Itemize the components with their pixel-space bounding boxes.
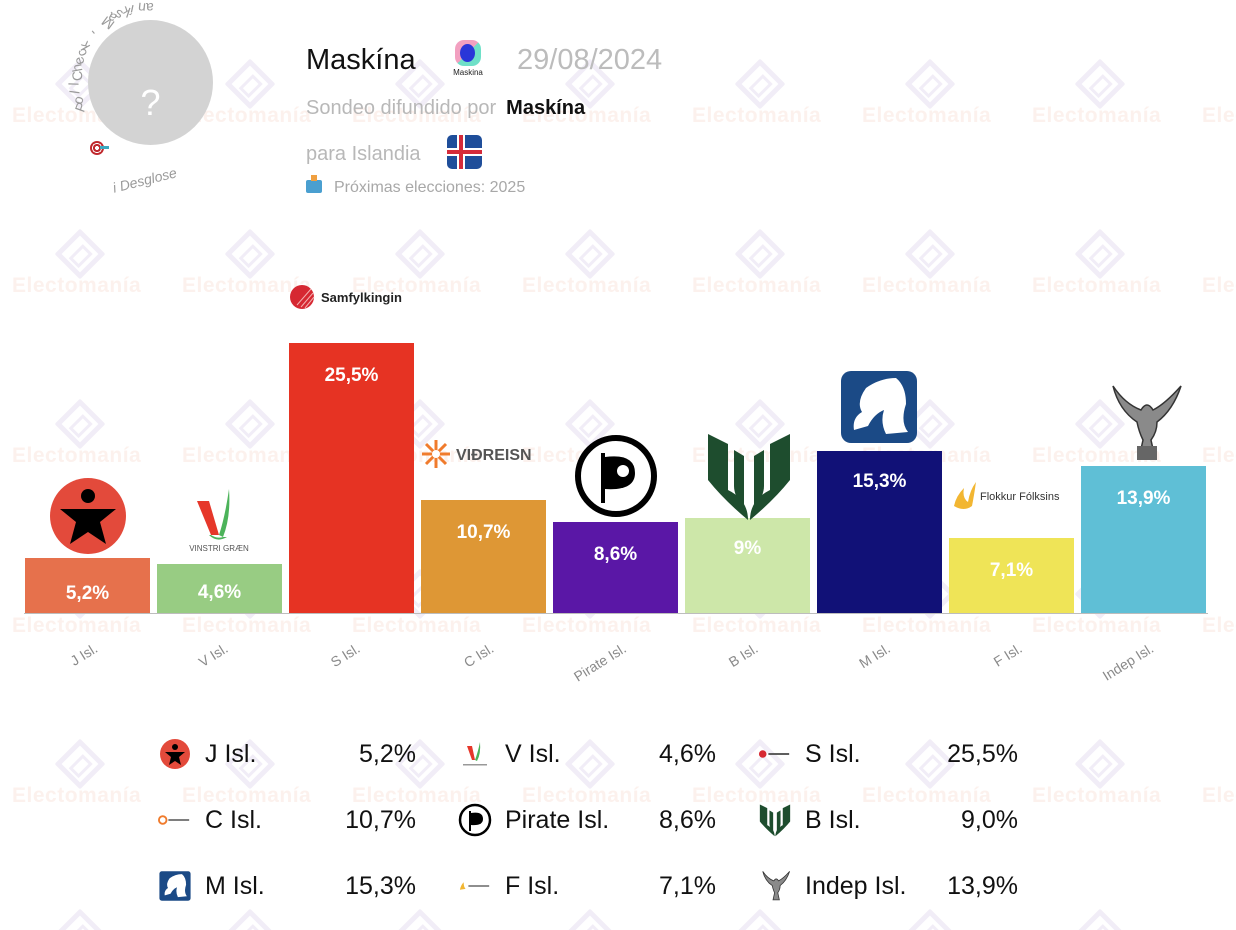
pollster-logo: Maskina xyxy=(450,40,486,80)
party-logo-icon xyxy=(840,370,918,449)
legend-party-name: C Isl. xyxy=(205,805,262,834)
legend-row: M Isl. 15,3% F Isl. 7,1% Indep Isl. 13,9% xyxy=(158,864,1028,908)
x-axis-label: Pirate Isl. xyxy=(570,640,629,685)
disseminated-by: Sondeo difundido por Maskína xyxy=(306,97,586,119)
party-logo-icon: Samfylkingin xyxy=(289,283,419,318)
party-logo-icon xyxy=(458,803,492,837)
legend-party-value: 10,7% xyxy=(345,805,416,834)
legend-party-value: 4,6% xyxy=(659,739,716,768)
party-logo-icon: VINSTRI GRÆN xyxy=(179,487,259,562)
legend-item[interactable]: V Isl. 4,6% xyxy=(458,732,728,776)
legend-item[interactable]: M Isl. 15,3% xyxy=(158,864,428,908)
country-label: para Islandia xyxy=(306,143,421,165)
bar-j-isl[interactable]: 5,2% xyxy=(25,558,150,613)
bar-value-label: 5,2% xyxy=(65,583,110,604)
legend-item[interactable]: S Isl. 25,5% xyxy=(758,732,1028,776)
legend-item[interactable]: F Isl. 7,1% xyxy=(458,864,728,908)
legend-party-value: 9,0% xyxy=(961,805,1018,834)
party-logo-icon xyxy=(158,869,192,903)
iceland-flag-icon xyxy=(447,135,482,169)
avatar-placeholder: ? xyxy=(140,81,161,123)
bar-pirate-isl[interactable]: 8,6% xyxy=(553,522,678,613)
next-elections: Próximas elecciones: 2025 xyxy=(306,175,525,197)
pollster-avatar[interactable]: ? xyxy=(88,20,213,145)
legend-row: C Isl. 10,7% Pirate Isl. 8,6% B Isl. 9,0% xyxy=(158,798,1028,842)
bar-value-label: 13,9% xyxy=(1116,488,1171,509)
bar-s-isl[interactable]: 25,5% xyxy=(289,343,414,613)
party-logo-icon xyxy=(1103,380,1185,471)
poll-date: 29/08/2024 xyxy=(517,44,663,76)
legend-party-value: 25,5% xyxy=(947,739,1018,768)
svg-text:VINSTRI GRÆN: VINSTRI GRÆN xyxy=(189,544,249,553)
bar-value-label: 15,3% xyxy=(852,471,907,492)
legend-party-name: Pirate Isl. xyxy=(505,805,610,834)
legend-party-value: 13,9% xyxy=(947,871,1018,900)
legend-item[interactable]: Pirate Isl. 8,6% xyxy=(458,798,728,842)
svg-text:Flokkur Fólksins: Flokkur Fólksins xyxy=(980,491,1060,503)
party-logo-icon xyxy=(458,737,492,771)
legend-item[interactable]: J Isl. 5,2% xyxy=(158,732,428,776)
x-axis-label: M Isl. xyxy=(855,640,893,672)
x-axis-label: Indep Isl. xyxy=(1099,640,1157,684)
legend-party-value: 7,1% xyxy=(659,871,716,900)
party-logo-icon xyxy=(48,476,128,561)
bar-m-isl[interactable]: 15,3% xyxy=(817,451,942,613)
bar-b-isl[interactable]: 9% xyxy=(685,518,810,613)
party-logo-icon xyxy=(573,433,659,524)
x-axis-label: C Isl. xyxy=(460,640,497,671)
party-logo-icon: Flokkur Fólksins xyxy=(950,478,1080,519)
svg-text:VIÐREISN: VIÐREISN xyxy=(456,447,532,464)
legend-item[interactable]: Indep Isl. 13,9% xyxy=(758,864,1028,908)
legend-item[interactable]: B Isl. 9,0% xyxy=(758,798,1028,842)
legend-party-name: B Isl. xyxy=(805,805,861,834)
x-axis-label: F Isl. xyxy=(990,640,1025,670)
bar-indep-isl[interactable]: 13,9% xyxy=(1081,466,1206,613)
svg-text:Samfylkingin: Samfylkingin xyxy=(321,290,402,305)
party-logo-icon xyxy=(758,869,792,903)
party-logo-icon xyxy=(704,430,794,527)
party-logo-icon xyxy=(758,737,792,771)
legend-party-name: V Isl. xyxy=(505,739,561,768)
bar-v-isl[interactable]: 4,6% xyxy=(157,564,282,613)
bar-c-isl[interactable]: 10,7% xyxy=(421,500,546,613)
party-logo-icon: VIÐREISN xyxy=(420,438,550,475)
legend-row: J Isl. 5,2% V Isl. 4,6% S Isl. 25,5% xyxy=(158,732,1028,776)
x-axis-label: S Isl. xyxy=(327,640,363,671)
legend-party-name: F Isl. xyxy=(505,871,560,900)
bar-value-label: 25,5% xyxy=(324,365,379,386)
legend-party-name: J Isl. xyxy=(205,739,257,768)
bar-f-isl[interactable]: 7,1% xyxy=(949,538,1074,613)
party-logo-icon xyxy=(458,869,492,903)
disseminator-link[interactable]: Maskína xyxy=(506,97,586,119)
legend-party-name: M Isl. xyxy=(205,871,265,900)
x-axis-label: J Isl. xyxy=(67,640,101,669)
target-icon xyxy=(90,141,109,155)
bar-chart: 5,2% J Isl. 4,6% VINSTRI GRÆN V Isl. 25,5% Sam… xyxy=(24,283,1208,685)
party-logo-icon xyxy=(158,803,192,837)
party-logo-icon xyxy=(158,737,192,771)
x-axis-line xyxy=(24,613,1208,614)
legend-item[interactable]: C Isl. 10,7% xyxy=(158,798,428,842)
x-axis-label: B Isl. xyxy=(725,640,761,671)
bar-value-label: 8,6% xyxy=(593,544,638,565)
bar-value-label: 9% xyxy=(733,538,762,559)
legend-party-name: Indep Isl. xyxy=(805,871,907,900)
legend-party-value: 5,2% xyxy=(359,739,416,768)
legend-party-value: 15,3% xyxy=(345,871,416,900)
bar-value-label: 4,6% xyxy=(197,582,242,603)
bar-value-label: 7,1% xyxy=(989,560,1034,581)
bar-value-label: 10,7% xyxy=(456,522,511,543)
x-axis-label: V Isl. xyxy=(195,640,231,671)
legend-party-name: S Isl. xyxy=(805,739,861,768)
pollster-title: Maskína xyxy=(306,44,416,76)
ballot-box-icon xyxy=(306,175,322,193)
party-logo-icon xyxy=(758,803,792,837)
legend-party-value: 8,6% xyxy=(659,805,716,834)
